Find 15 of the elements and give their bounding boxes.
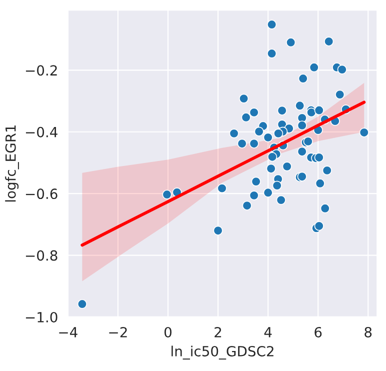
y-tick-label: −0.8 <box>26 250 58 261</box>
x-tick-label: −2 <box>109 326 127 338</box>
y-tick-label: −0.6 <box>26 188 58 200</box>
x-tick-label: 2 <box>214 326 222 338</box>
y-tick-label: −0.2 <box>26 65 57 76</box>
x-tick-label: 6 <box>314 326 322 338</box>
y-tick-label: −1.0 <box>26 312 58 322</box>
x-tick-label: 0 <box>164 326 172 338</box>
y-axis-title: logfc_EGR1 <box>5 125 19 202</box>
line-series <box>80 100 366 247</box>
y-tick-label: −0.4 <box>26 126 58 138</box>
x-tick-label: −4 <box>59 327 78 338</box>
x-tick-label: 4 <box>264 327 272 338</box>
x-axis-title: ln_ic50_GDSC2 <box>172 346 274 360</box>
x-tick-label: 8 <box>364 326 372 338</box>
